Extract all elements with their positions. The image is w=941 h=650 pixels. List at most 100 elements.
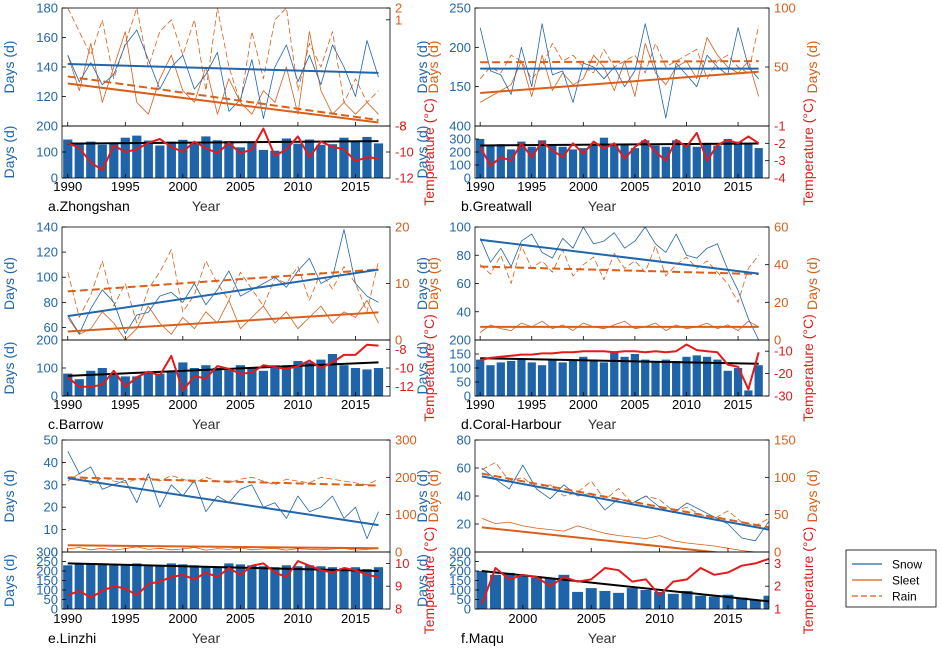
days-bar (490, 574, 501, 609)
top-right-tick-label: 60 (774, 220, 788, 235)
bottom-left-tick-label: 300 (36, 545, 58, 560)
top-left-tick-label: 20 (457, 517, 471, 532)
days-bar (178, 362, 188, 396)
rain-trend-line (480, 60, 759, 64)
days-bar (258, 566, 269, 609)
bottom-left-tick-label: 0 (464, 389, 471, 404)
x-tick-label: 2010 (672, 397, 701, 412)
x-tick-label: 2005 (620, 179, 649, 194)
days-bar (155, 373, 165, 396)
top-plot-area (67, 451, 379, 551)
days-bar (630, 148, 640, 178)
days-bar (548, 359, 557, 396)
days-bar (224, 563, 234, 609)
top-right-tick-label: -8 (395, 119, 407, 134)
days-bar (517, 359, 526, 396)
snow-series-line (67, 229, 379, 335)
days-bar (373, 567, 384, 609)
days-bar (527, 362, 536, 396)
top-right-tick-label: 2 (395, 1, 402, 16)
days-bar (74, 563, 84, 609)
top-left-tick-label: 0 (464, 545, 471, 560)
days-bar (143, 372, 153, 396)
bottom-right-tick-label: -2 (774, 136, 786, 151)
days-bar (496, 362, 505, 396)
days-bar (86, 370, 96, 396)
bottom-right-tick-label: 10 (395, 556, 409, 571)
rain-series-line (67, 8, 379, 103)
bottom-left-tick-label: 150 (449, 347, 471, 362)
days-bar (702, 356, 712, 396)
top-right-axis-label: Days (d) (804, 470, 820, 523)
days-bar (350, 368, 361, 396)
x-tick-label: 2005 (226, 611, 255, 626)
x-tick-label: 2015 (341, 611, 370, 626)
days-bar (496, 144, 505, 178)
days-bar (476, 571, 488, 609)
days-bar (143, 566, 153, 609)
rain-series-line (67, 473, 379, 486)
days-bar (754, 365, 763, 396)
bottom-left-tick-label: 300 (449, 545, 471, 560)
top-left-tick-label: 150 (449, 79, 471, 94)
x-tick-label: 2010 (672, 179, 701, 194)
top-left-tick-label: 30 (44, 477, 58, 492)
bottom-left-tick-label: 50 (457, 375, 471, 390)
top-left-tick-label: 120 (36, 89, 58, 104)
temperature-line (479, 343, 760, 391)
bottom-left-tick-label: 100 (36, 583, 58, 598)
bottom-left-tick-label: 100 (449, 361, 471, 376)
days-bar (201, 365, 211, 396)
days-bar (713, 359, 722, 396)
x-tick-label: 2005 (620, 397, 649, 412)
top-left-tick-label: 10 (44, 522, 58, 537)
days-bar (120, 564, 130, 609)
top-left-tick-label: 60 (457, 461, 471, 476)
days-bar (744, 390, 753, 396)
bottom-plot-area (63, 560, 384, 609)
bottom-left-tick-label: 200 (449, 564, 471, 579)
temperature-line (479, 131, 760, 167)
bottom-left-tick-label: 100 (36, 145, 58, 160)
days-bar (166, 141, 176, 178)
x-tick-label: 1990 (466, 397, 495, 412)
days-bar (109, 373, 119, 396)
bottom-right-tick-label: 2 (774, 579, 781, 594)
top-left-axis-label: Days (d) (414, 470, 430, 523)
bottom-left-axis-label: Days (d) (1, 342, 17, 395)
days-bar (63, 373, 73, 396)
days-bar (558, 146, 567, 178)
days-bar (373, 368, 384, 396)
days-bar (641, 140, 650, 178)
days-bar (733, 368, 743, 396)
days-bar (568, 359, 578, 396)
days-bar (548, 144, 557, 178)
days-bar (599, 590, 611, 609)
x-tick-label: 1995 (111, 179, 140, 194)
bottom-left-tick-label: 200 (449, 145, 471, 160)
top-left-tick-label: 80 (457, 433, 471, 448)
bottom-right-tick-label: -8 (395, 342, 407, 357)
days-bar (692, 146, 701, 178)
sleet-trend-line (67, 82, 379, 124)
days-bar (749, 599, 761, 609)
days-bar (293, 143, 303, 178)
top-right-tick-label: 100 (774, 1, 796, 16)
top-left-tick-label: 160 (36, 30, 58, 45)
top-right-tick-label: 1 (395, 12, 402, 27)
bottom-right-tick-label: 9 (395, 579, 402, 594)
x-tick-label: 1990 (53, 397, 82, 412)
days-bar (304, 362, 315, 396)
x-axis-label: Year (588, 198, 617, 214)
x-tick-label: 2000 (569, 179, 598, 194)
bottom-left-tick-label: 200 (449, 333, 471, 348)
days-bar (692, 355, 701, 396)
top-left-tick-label: 180 (36, 1, 58, 16)
bottom-left-tick-label: 0 (464, 602, 471, 617)
days-bar (531, 577, 543, 609)
